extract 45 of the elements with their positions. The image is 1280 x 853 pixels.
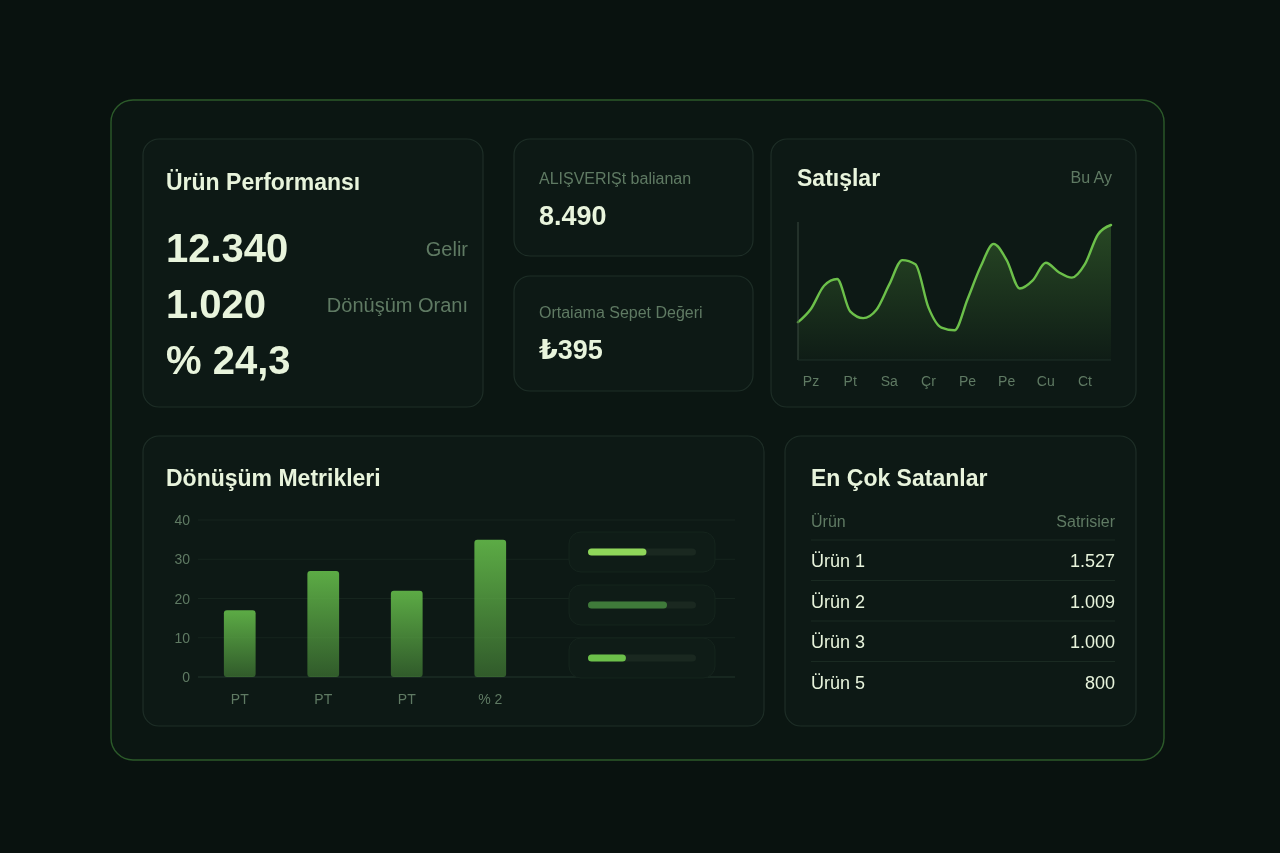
bar [474, 539, 507, 677]
x-tick-label: PT [397, 691, 417, 707]
chart-title: Dönüşüm Metrikleri [166, 465, 381, 491]
text: % 24,3 [166, 338, 291, 382]
text: Ürün Performansı [166, 169, 361, 195]
text: En Çok Satanlar [811, 465, 988, 491]
x-tick-label: Cu [1036, 373, 1055, 389]
text: 1.527 [1069, 551, 1115, 571]
x-tick-label: % 2 [478, 691, 503, 707]
text: 1.000 [1069, 632, 1115, 652]
x-tick-label: Pe [998, 373, 1016, 389]
y-tick-label: 0 [182, 669, 191, 685]
text: 1.009 [1069, 591, 1115, 612]
x-tick-label: Pz [802, 373, 820, 389]
bar [223, 610, 256, 677]
x-tick-label: PT [314, 691, 333, 707]
y-tick-label: 10 [174, 629, 191, 646]
chart-title: Satışlar [797, 165, 881, 191]
category-label: Ürün 3 [811, 632, 866, 652]
bar [390, 590, 423, 677]
text: ₺395 [539, 335, 603, 365]
text: Ortaiama Sepet Değeri [539, 304, 703, 321]
text: ALIŞVERIŞt balianan [539, 170, 692, 187]
x-tick-label: Pt [843, 373, 857, 389]
text: 1.020 [166, 282, 267, 326]
category-label: Ürün 2 [811, 591, 866, 612]
text: Dönüşüm Oranı [326, 294, 468, 316]
chart-subtitle: Bu Ay [1070, 169, 1112, 186]
y-tick-label: 40 [174, 512, 191, 528]
category-label: Ürün 1 [811, 551, 866, 571]
x-tick-label: Ct [1077, 373, 1093, 389]
text: Ürün [811, 513, 846, 530]
y-tick-label: 20 [174, 590, 191, 607]
text: Gelir [425, 238, 469, 260]
y-tick-label: 30 [174, 551, 191, 568]
text: Satrisier [1056, 513, 1116, 530]
x-tick-label: Çr [921, 373, 937, 389]
x-tick-label: Sa [880, 373, 899, 389]
text: 12.340 [166, 226, 289, 270]
x-tick-label: PT [230, 691, 250, 707]
text: 8.490 [539, 201, 607, 231]
category-label: Ürün 5 [811, 672, 866, 693]
text: 800 [1084, 672, 1115, 693]
bar [307, 571, 340, 677]
x-tick-label: Pe [958, 373, 977, 389]
